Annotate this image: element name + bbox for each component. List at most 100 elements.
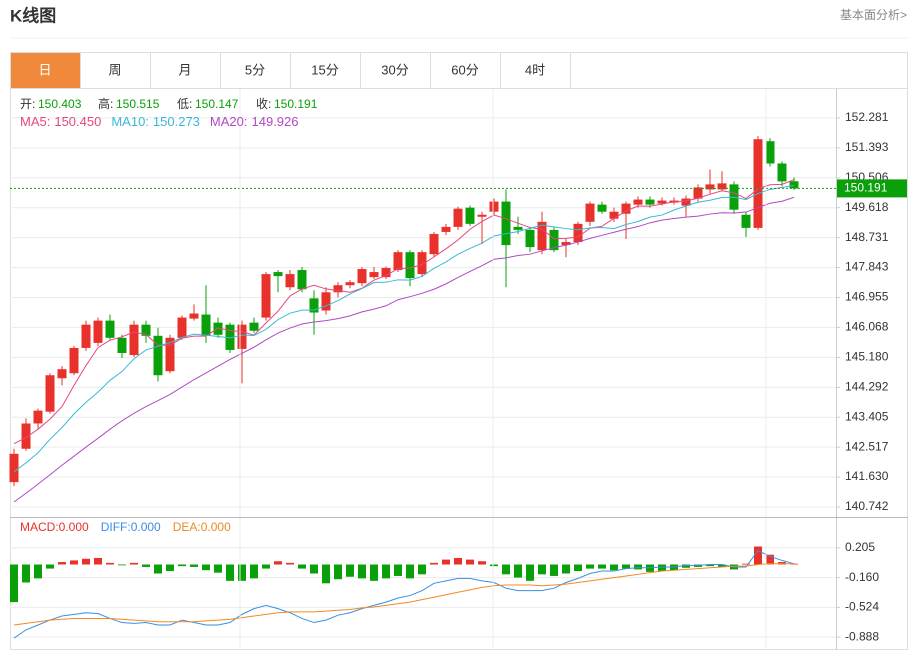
legend-value: 0.000 [59,520,89,534]
tab[interactable] [80,52,151,89]
macd-bar [766,554,774,565]
macd-bar [286,562,294,565]
macd-bar [550,564,558,576]
candle-body [189,313,199,319]
candle-body [429,233,439,255]
last-price-label: 150.191 [844,181,888,195]
candle-body [129,324,139,356]
y-tick-label: 142.517 [845,439,889,453]
macd-bar [334,564,342,580]
macd-bar [754,546,762,565]
candle-body [117,337,127,353]
indicator-line [13,196,795,503]
macd-bar [190,564,198,567]
legend-name: DEA: [173,520,201,534]
candle-body [549,229,559,251]
candle-body [681,198,691,206]
legend-value: 150.273 [153,114,200,129]
macd-bar [226,564,234,581]
chart-frame [10,88,908,650]
candle-body [609,211,619,219]
candle-body [249,322,259,331]
y-tick-label: 145.180 [845,350,889,364]
candle-body [33,410,43,424]
ohlc-label: 开: [20,97,35,111]
macd-bar [658,564,666,572]
legend-name: DIFF: [101,520,131,534]
y-tick-label: 146.955 [845,290,889,304]
macd-bar [94,557,102,565]
ohlc-value: 150.147 [195,97,239,111]
candle-body [285,274,295,288]
macd-bar [310,564,318,574]
macd-bar [706,564,714,567]
candle-body [309,298,319,313]
tab-label[interactable]: 60分 [451,62,478,77]
candle-body [45,375,55,412]
macd-bar [502,564,510,575]
macd-bar [106,562,114,565]
macd-bar [634,564,642,570]
tab-label[interactable]: 日 [38,62,51,77]
macd-panel: 0.205 -0.160 -0.524 -0.888 [10,540,879,643]
y-tick-label: 143.405 [845,409,889,423]
indicator-line [13,563,794,626]
candle-body [369,272,379,278]
candle-body [393,252,403,271]
candle-body [141,324,151,336]
macd-bar [358,564,366,579]
indicator-line [13,179,795,445]
ohlc-value: 150.403 [38,97,82,111]
legend-name: MA5: [20,114,50,129]
macd-bar [538,564,546,575]
candle-body [561,242,571,246]
ohlc-value: 150.515 [116,97,160,111]
y-tick-label: 147.843 [845,260,889,274]
tab-label[interactable]: 周 [108,62,121,77]
tab-label[interactable]: 15分 [311,62,338,77]
tab-label[interactable]: 月 [178,62,191,77]
legend-value: 0.000 [201,520,231,534]
macd-bar [130,562,138,565]
macd-bar [490,564,498,567]
y-tick-label: 152.281 [845,110,889,124]
candle-body [441,226,451,232]
tab-label[interactable]: 30分 [381,62,408,77]
y-tick-label: 151.393 [845,140,889,154]
tab[interactable] [360,52,431,89]
candle-body [633,199,643,205]
y-tick-label: 148.731 [845,230,889,244]
candle-body [789,181,799,189]
ohlc-info: 开: 150.403 高: 150.515 低: 150.147 收: 150.191 [20,96,318,111]
macd-bar [142,564,150,567]
candle-body [765,141,775,164]
candle-body [357,269,367,284]
tab-label[interactable]: 5分 [245,62,265,77]
macd-bar [382,564,390,579]
candle-body [645,199,655,205]
candle-body [261,274,271,318]
indicator-line [13,549,795,639]
tab[interactable] [500,52,571,89]
candle-body [573,223,583,243]
candle-body [621,203,631,214]
legend-name: MACD: [20,520,59,534]
macd-bar [262,564,270,569]
macd-bar [466,559,474,565]
legend-value: 149.926 [252,114,299,129]
candle-body [693,187,703,199]
candle-body [201,314,211,336]
macd-bar [250,564,258,579]
candle-body [777,163,787,182]
tab-bar: 日 周 月 5分 15分 30分 60分 4时 [10,52,908,89]
last-price-tag [837,179,907,198]
fundamental-link[interactable]: 基本面分析> [840,8,907,22]
candle-body [165,337,175,372]
candle-body [753,139,763,228]
candle-body [477,214,487,217]
tab-label[interactable]: 4时 [525,62,545,77]
y-tick-label: 141.630 [845,469,889,483]
candle-body [297,270,307,290]
candle-body [321,292,331,311]
ohlc-value: 150.191 [274,97,318,111]
